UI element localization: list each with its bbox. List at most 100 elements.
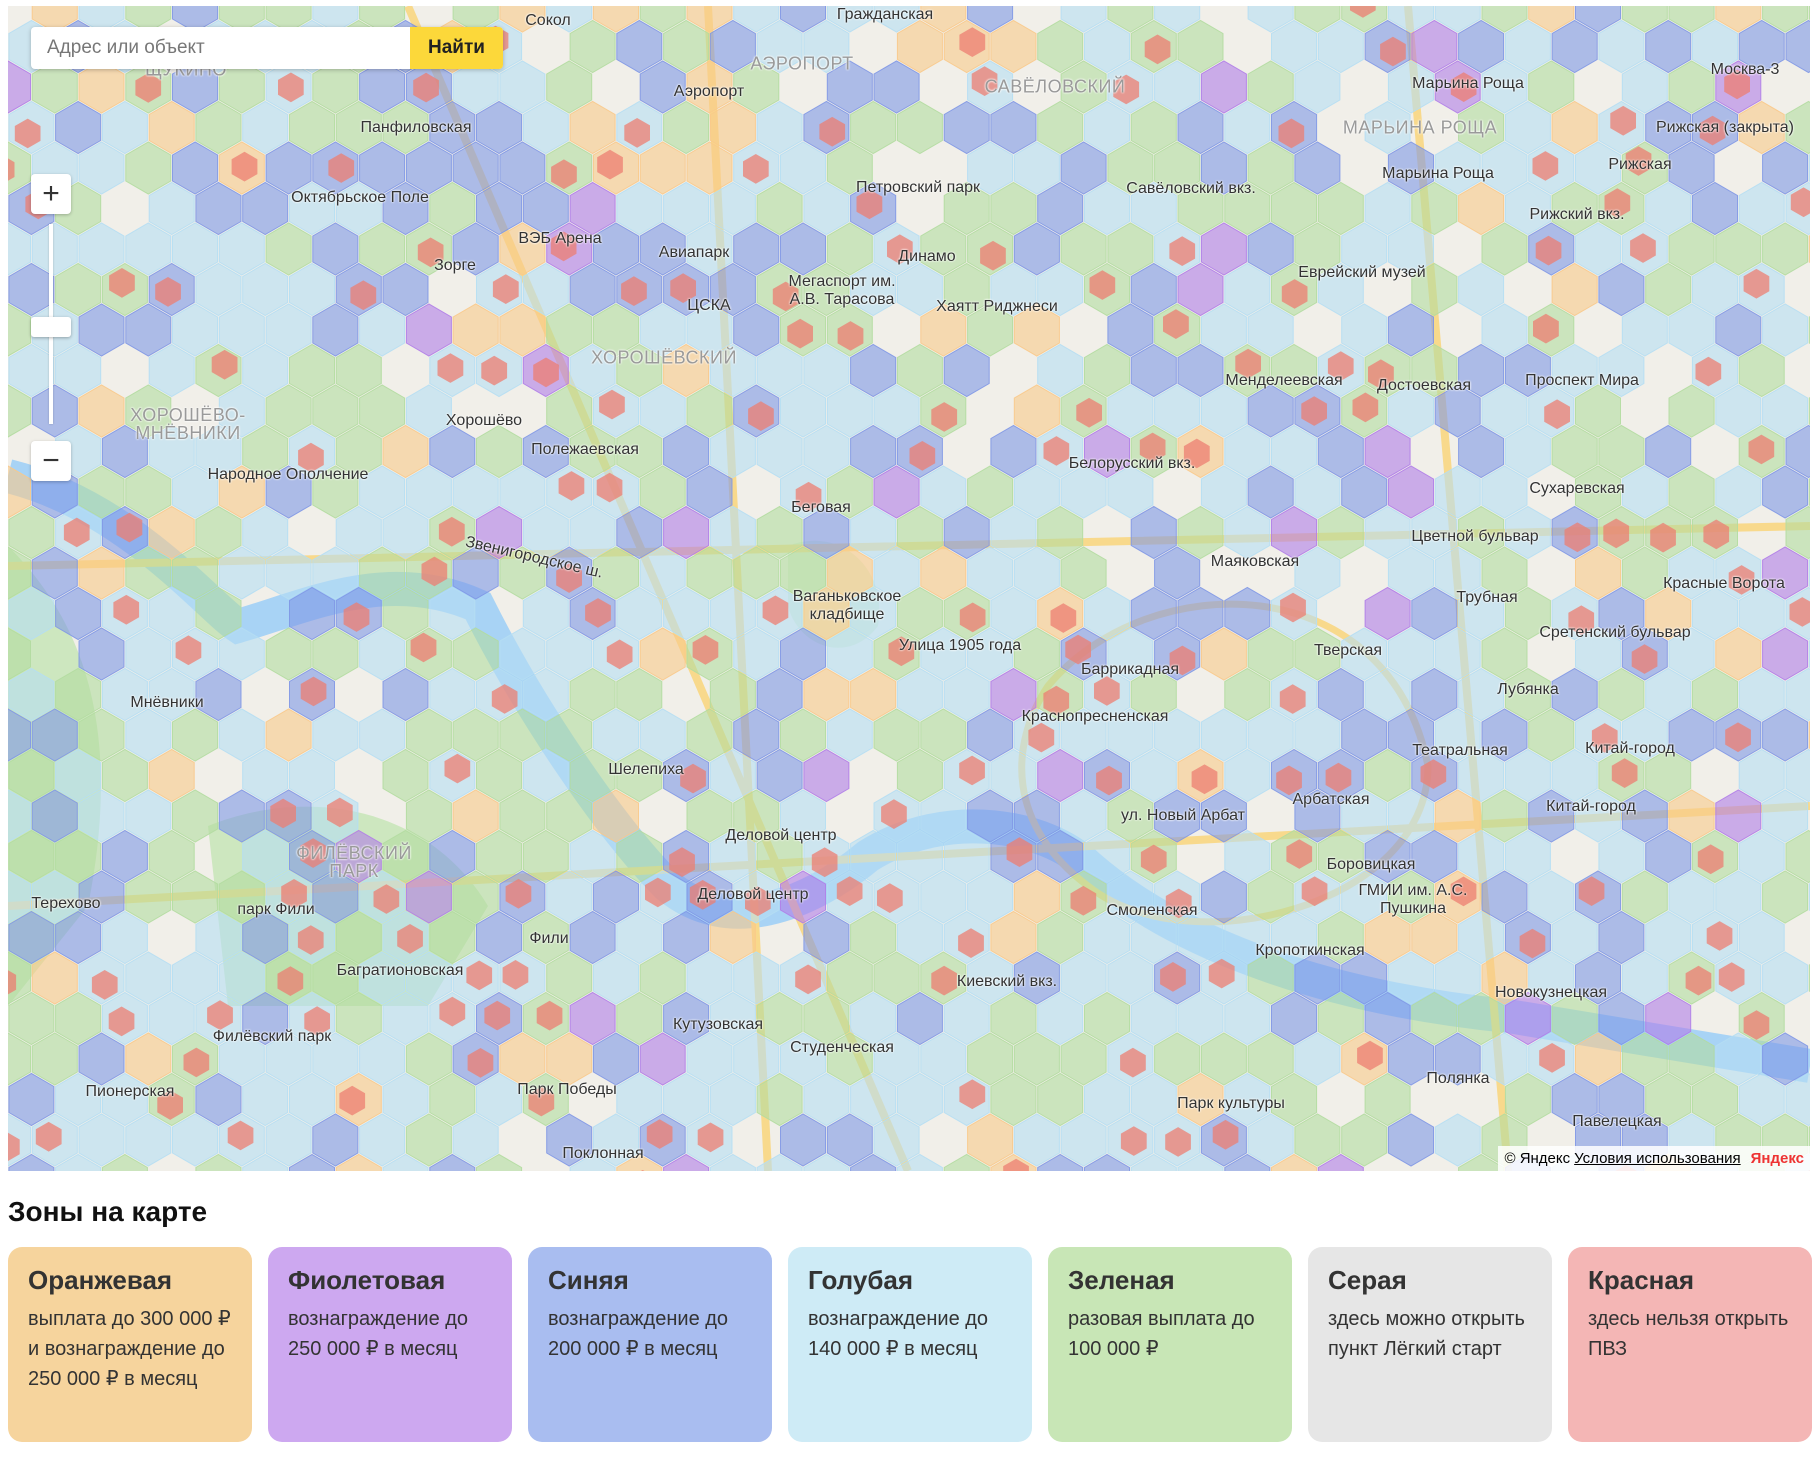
zone-hex	[1247, 870, 1294, 924]
zone-hex	[1738, 100, 1785, 155]
zoom-in[interactable]: +	[31, 174, 71, 214]
zone-hex	[125, 1032, 172, 1086]
zone-hex	[78, 708, 125, 762]
zone-hex	[195, 667, 242, 722]
zone-hex	[452, 1113, 499, 1167]
zone-hex	[709, 829, 756, 884]
zone-hex	[335, 100, 382, 155]
zone-hex	[733, 1032, 780, 1086]
zone-hex	[733, 627, 780, 681]
zone-hex	[8, 505, 55, 560]
zone-overlay	[8, 6, 1810, 1171]
zone-hex	[616, 1153, 663, 1171]
red-zone	[505, 878, 532, 909]
zone-hex	[1691, 586, 1738, 641]
zoom-out[interactable]: −	[31, 441, 71, 481]
search-button[interactable]: Найти	[410, 27, 503, 69]
zone-hex	[1738, 181, 1785, 236]
zone-hex	[1294, 141, 1341, 195]
zone-hex	[1037, 991, 1084, 1046]
search-input[interactable]: Адрес или объект	[47, 37, 205, 58]
zoom-thumb[interactable]	[31, 317, 71, 337]
zone-hex	[663, 991, 710, 1046]
zone-hex	[920, 465, 967, 519]
zone-hex	[359, 708, 406, 762]
red-zone	[1728, 565, 1755, 595]
red-zone	[1276, 765, 1302, 796]
zone-hex	[1247, 951, 1294, 1005]
zone-hex	[780, 789, 826, 843]
zone-hex	[1130, 505, 1177, 560]
zone-hex	[125, 141, 172, 195]
zone-hex	[569, 667, 616, 722]
map-label: Поклонная	[562, 1145, 644, 1162]
zone-hex	[1575, 1032, 1621, 1086]
zone-hex	[429, 910, 476, 965]
legend-card: Красная здесь нельзя открыть ПВЗ	[1568, 1247, 1812, 1442]
zone-hex	[1621, 708, 1668, 762]
zone-hex	[686, 384, 733, 438]
red-zone	[8, 970, 17, 995]
zone-hex	[242, 100, 289, 155]
zone-hex	[265, 6, 312, 33]
zone-hex	[499, 546, 546, 600]
zone-hex	[1598, 19, 1645, 74]
zone-hex	[616, 424, 663, 479]
zone-hex	[1668, 60, 1715, 114]
zone-hex	[1458, 100, 1505, 155]
zone-hex	[1224, 424, 1271, 479]
zone-hex	[1458, 262, 1505, 317]
zone-hex	[31, 6, 78, 33]
map[interactable]: Гражданская Сокол ЩУКИНО АЭРОПОРТ Аэропорт Ма…	[8, 6, 1810, 1171]
map-label: Аэропорт	[673, 83, 745, 100]
zone-hex	[1668, 6, 1715, 33]
zone-hex	[1200, 870, 1247, 924]
zone-hex	[1387, 465, 1434, 519]
zone-hex	[1434, 627, 1481, 681]
zone-hex	[756, 424, 803, 479]
zone-hex	[896, 586, 943, 641]
zone-hex	[1130, 667, 1177, 722]
red-zone	[1725, 722, 1751, 753]
zone-hex	[1084, 910, 1130, 965]
red-zone	[108, 1006, 135, 1037]
zone-hex	[1271, 181, 1318, 236]
zone-hex	[55, 748, 102, 803]
zone-hex	[1317, 424, 1364, 479]
red-zone	[836, 876, 863, 906]
zone-hex	[546, 789, 593, 843]
zone-hex	[1528, 6, 1575, 33]
zone-hex	[569, 910, 616, 965]
zone-hex	[569, 829, 616, 884]
zone-hex	[803, 505, 850, 560]
zone-hex	[546, 951, 593, 1005]
map-label: Китай-город	[1585, 740, 1675, 757]
zone-hex	[476, 1072, 523, 1127]
search-box[interactable]: Адрес или объект Найти	[31, 27, 503, 69]
zone-hex	[1364, 748, 1411, 803]
zone-hex	[1691, 262, 1738, 317]
zone-hex	[78, 6, 125, 33]
zone-hex	[1060, 708, 1107, 762]
red-zone	[772, 281, 799, 312]
red-zone	[1539, 1043, 1565, 1073]
zone-hex	[1785, 1072, 1810, 1127]
zone-hex	[803, 1072, 850, 1127]
terms-link[interactable]: Условия использования	[1574, 1150, 1741, 1167]
zone-hex	[990, 181, 1037, 236]
map-label: Арбатская	[1292, 791, 1370, 808]
zone-hex	[1107, 141, 1154, 195]
zone-hex	[1317, 910, 1364, 965]
zone-hex	[522, 100, 569, 155]
zone-hex	[616, 19, 663, 74]
zone-hex	[569, 181, 616, 236]
logo[interactable]: Яндекс	[1750, 1150, 1804, 1167]
zone-hex	[476, 181, 523, 236]
zone-hex	[1247, 1032, 1294, 1086]
zone-hex	[873, 384, 920, 438]
zone-hex	[522, 910, 569, 965]
legend-title: Зоны на карте	[8, 1196, 208, 1227]
red-zone	[1144, 34, 1171, 65]
zone-hex	[1621, 6, 1668, 33]
zone-hex	[382, 667, 429, 722]
